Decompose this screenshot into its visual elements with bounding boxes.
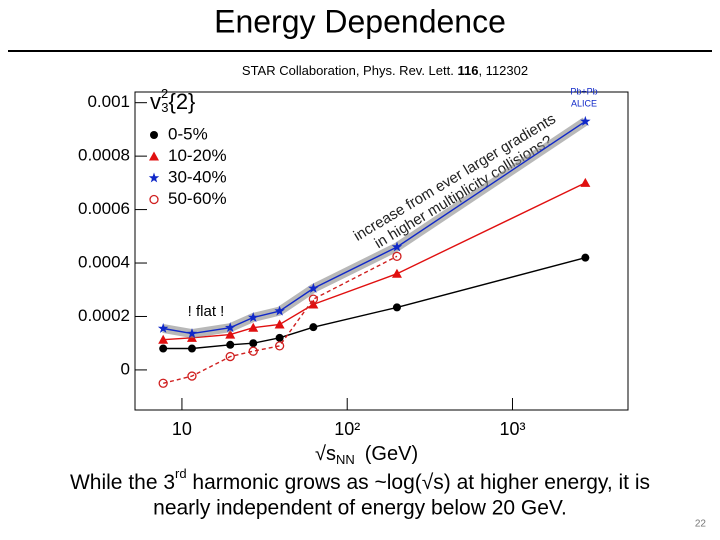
y-label-sub: 3 [161, 100, 168, 115]
series-line [163, 255, 398, 384]
y-tick-label: 0.0004 [78, 253, 130, 272]
annotation: Pb+Pb [570, 86, 597, 96]
source-text: STAR Collaboration, Phys. Rev. Lett. [242, 63, 458, 78]
data-point [274, 341, 285, 351]
data-point [391, 268, 402, 278]
data-point [186, 328, 198, 338]
page-number: 22 [695, 519, 707, 530]
y-tick-label: 0 [121, 359, 130, 378]
data-point [187, 344, 196, 353]
annotation: increase from ever larger gradients [351, 110, 559, 244]
data-point [248, 312, 259, 322]
source: STAR Collaboration, Phys. Rev. Lett. 116… [242, 63, 528, 78]
data-point [580, 115, 591, 126]
legend-marker [149, 151, 159, 161]
data-point [274, 305, 285, 316]
data-point [226, 340, 235, 349]
data-point [392, 303, 401, 312]
y-label-rest: {2} [168, 89, 195, 114]
series-line [163, 120, 586, 335]
data-point [248, 322, 259, 332]
annotation: ALICE [571, 98, 597, 108]
data-point [157, 323, 169, 333]
legend-marker [149, 194, 159, 205]
data-point [225, 322, 236, 333]
caption: nearly independent of energy below 20 Ge… [153, 497, 567, 520]
data-point [225, 329, 236, 339]
annotation: ! flat ! [188, 303, 225, 320]
data-point [580, 177, 591, 187]
series-line [163, 257, 586, 350]
data-point [158, 334, 169, 344]
legend-label: 10-20% [168, 146, 227, 165]
legend-label: 30-40% [168, 167, 227, 186]
annotation-group: increase from ever larger gradients in h… [351, 110, 559, 252]
data-point [187, 371, 197, 381]
caption-text: harmonic grows as ~log(√s) at higher ene… [187, 471, 650, 494]
data-point [308, 282, 319, 293]
y-axis-label: v2 3{2} [150, 86, 195, 115]
x-tick-label: 10 [172, 419, 192, 439]
x-label-base: √s [315, 443, 336, 465]
y-tick-label: 0.0008 [78, 146, 130, 165]
data-point [391, 241, 403, 252]
slide-title: Energy Dependence [214, 3, 506, 39]
caption-sup: rd [175, 466, 187, 481]
source-volume: 116 [457, 63, 478, 78]
data-point [581, 253, 590, 262]
y-label-sup: 2 [161, 86, 168, 101]
data-point [159, 344, 168, 353]
data-point [275, 333, 284, 342]
data-point [158, 378, 168, 388]
data-point [249, 339, 258, 348]
plot-frame [134, 91, 629, 411]
source-text: , 112302 [478, 63, 528, 78]
y-tick-label: 0.001 [87, 92, 130, 111]
series-line [163, 182, 586, 341]
data-point [274, 319, 285, 329]
legend-label: 50-60% [168, 189, 227, 208]
caption: While the 3rd harmonic grows as ~log(√s)… [70, 466, 650, 493]
legend-label: 0-5% [168, 124, 208, 143]
y-tick-label: 0.0002 [78, 306, 130, 325]
y-label-base: v [150, 89, 161, 114]
caption-text: While the 3 [70, 471, 175, 494]
data-point [392, 251, 402, 261]
x-label-rest: (GeV) [365, 443, 418, 465]
y-tick-label: 0.0006 [78, 199, 130, 218]
annotation: in higher multiplicity collisions? [372, 132, 556, 252]
x-label-sub: NN [336, 452, 355, 467]
x-tick-label: 10² [334, 419, 360, 439]
legend-marker [148, 172, 160, 183]
data-point [308, 299, 319, 309]
data-point [248, 346, 258, 356]
data-point [225, 351, 235, 362]
data-point [309, 323, 318, 332]
x-axis-label: √sNN (GeV) [315, 443, 418, 467]
x-tick-label: 10³ [499, 419, 525, 439]
legend-marker [150, 131, 158, 139]
data-point [308, 294, 319, 304]
